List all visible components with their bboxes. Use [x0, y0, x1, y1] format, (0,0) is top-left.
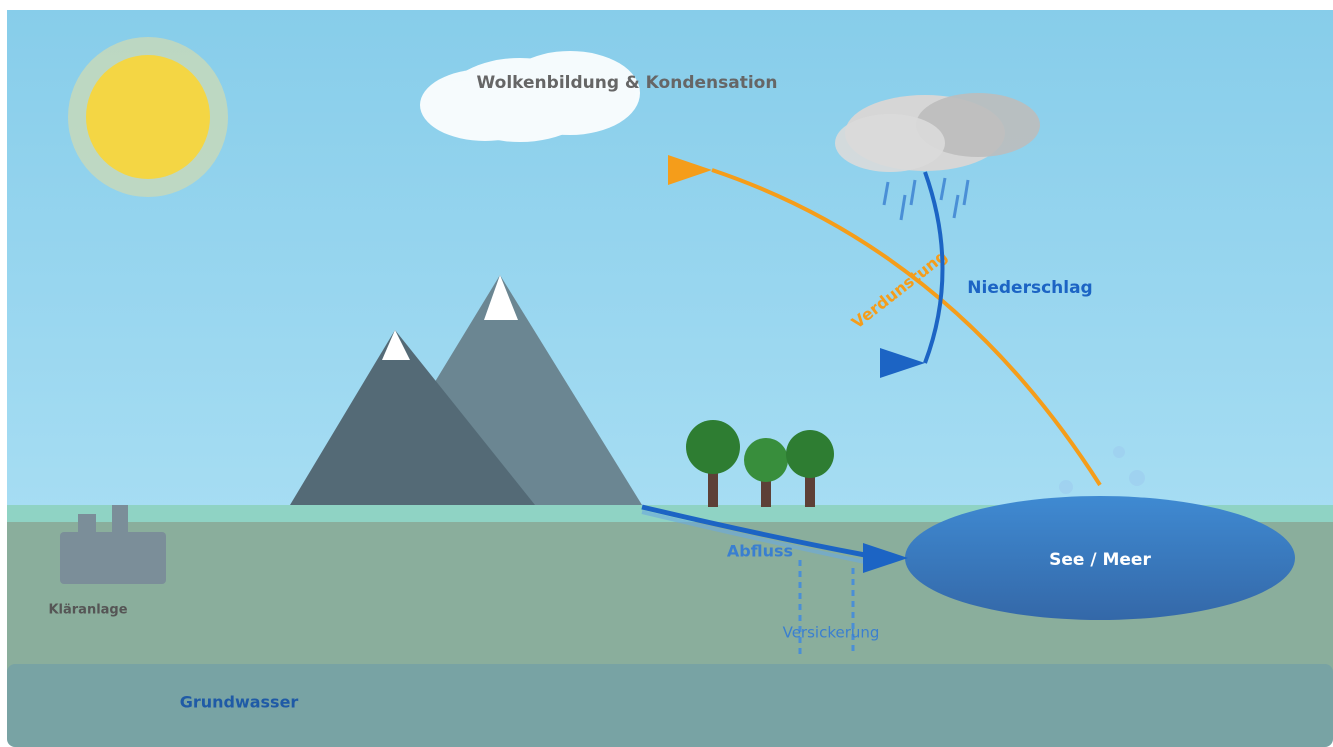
- condensation-label: Wolkenbildung & Kondensation: [477, 73, 778, 93]
- precipitation-label: Niederschlag: [967, 278, 1092, 298]
- runoff-label: Abfluss: [727, 542, 793, 561]
- lake-label: See / Meer: [1049, 550, 1151, 570]
- infiltration-label: Versickerung: [783, 624, 880, 642]
- groundwater-label: Grundwasser: [180, 693, 299, 712]
- sun: [86, 55, 210, 179]
- treatment-plant-label: Kläranlage: [48, 603, 127, 618]
- water-cycle-diagram: Wolkenbildung & Kondensation Verdunstung…: [0, 0, 1333, 747]
